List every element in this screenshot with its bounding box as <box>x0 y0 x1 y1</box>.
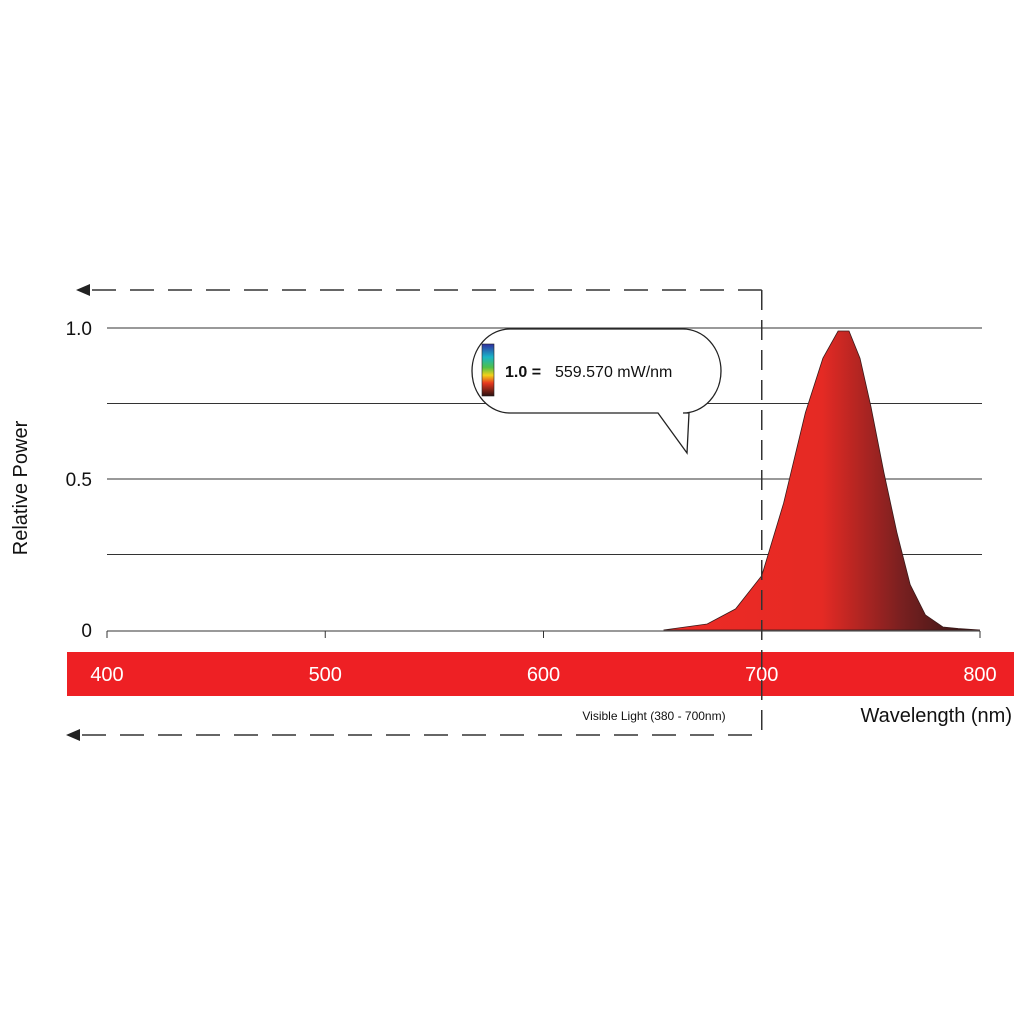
tooltip-bubble <box>471 328 722 455</box>
x-axis-tick-marks <box>106 631 981 638</box>
arrow-left-icon <box>76 284 90 296</box>
x-tick-label: 400 <box>90 664 123 686</box>
tooltip-value: 559.570 mW/nm <box>555 364 672 381</box>
visible-light-label: Visible Light (380 - 700nm) <box>582 709 725 723</box>
wavelength-band <box>67 652 1014 696</box>
x-tick-label: 500 <box>309 664 342 686</box>
x-tick-label: 600 <box>527 664 560 686</box>
x-axis-title: Wavelength (nm) <box>860 705 1012 727</box>
series-area <box>663 330 981 631</box>
y-tick-labels: 0 0.5 1.0 <box>66 319 92 642</box>
visible-light-bracket <box>82 289 763 736</box>
y-tick-label: 0.5 <box>66 470 92 491</box>
y-tick-label: 1.0 <box>66 319 92 340</box>
arrow-left-icon <box>66 729 80 741</box>
x-tick-label: 700 <box>745 664 778 686</box>
x-tick-labels: 400 500 600 700 800 <box>90 664 996 686</box>
y-tick-label: 0 <box>81 621 92 642</box>
tooltip-bold-label: 1.0 = <box>505 364 541 381</box>
y-axis-title: Relative Power <box>10 420 32 555</box>
colorscale-icon <box>481 343 495 397</box>
peak-tooltip: 1.0 = 559.570 mW/nm <box>471 328 722 455</box>
x-tick-label: 800 <box>963 664 996 686</box>
